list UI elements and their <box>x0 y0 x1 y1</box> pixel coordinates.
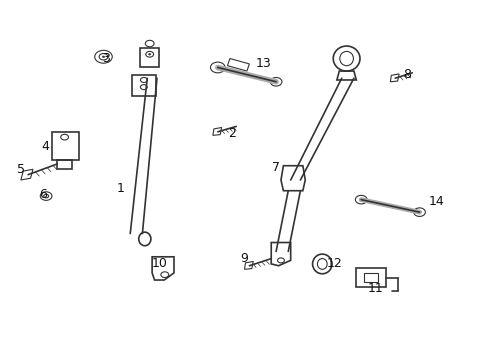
Text: 7: 7 <box>271 161 280 174</box>
Text: 3: 3 <box>102 52 110 65</box>
Circle shape <box>148 53 151 55</box>
Text: 11: 11 <box>367 283 383 296</box>
Text: 1: 1 <box>116 183 124 195</box>
Text: 13: 13 <box>256 57 271 71</box>
Circle shape <box>102 56 105 58</box>
Text: 9: 9 <box>240 252 248 265</box>
Text: 10: 10 <box>151 257 167 270</box>
Text: 12: 12 <box>326 257 342 270</box>
Text: 6: 6 <box>39 188 46 201</box>
Text: 8: 8 <box>403 68 410 81</box>
Text: 14: 14 <box>428 195 444 208</box>
Text: 2: 2 <box>228 127 236 140</box>
Text: 5: 5 <box>17 163 25 176</box>
Text: 4: 4 <box>41 140 49 153</box>
